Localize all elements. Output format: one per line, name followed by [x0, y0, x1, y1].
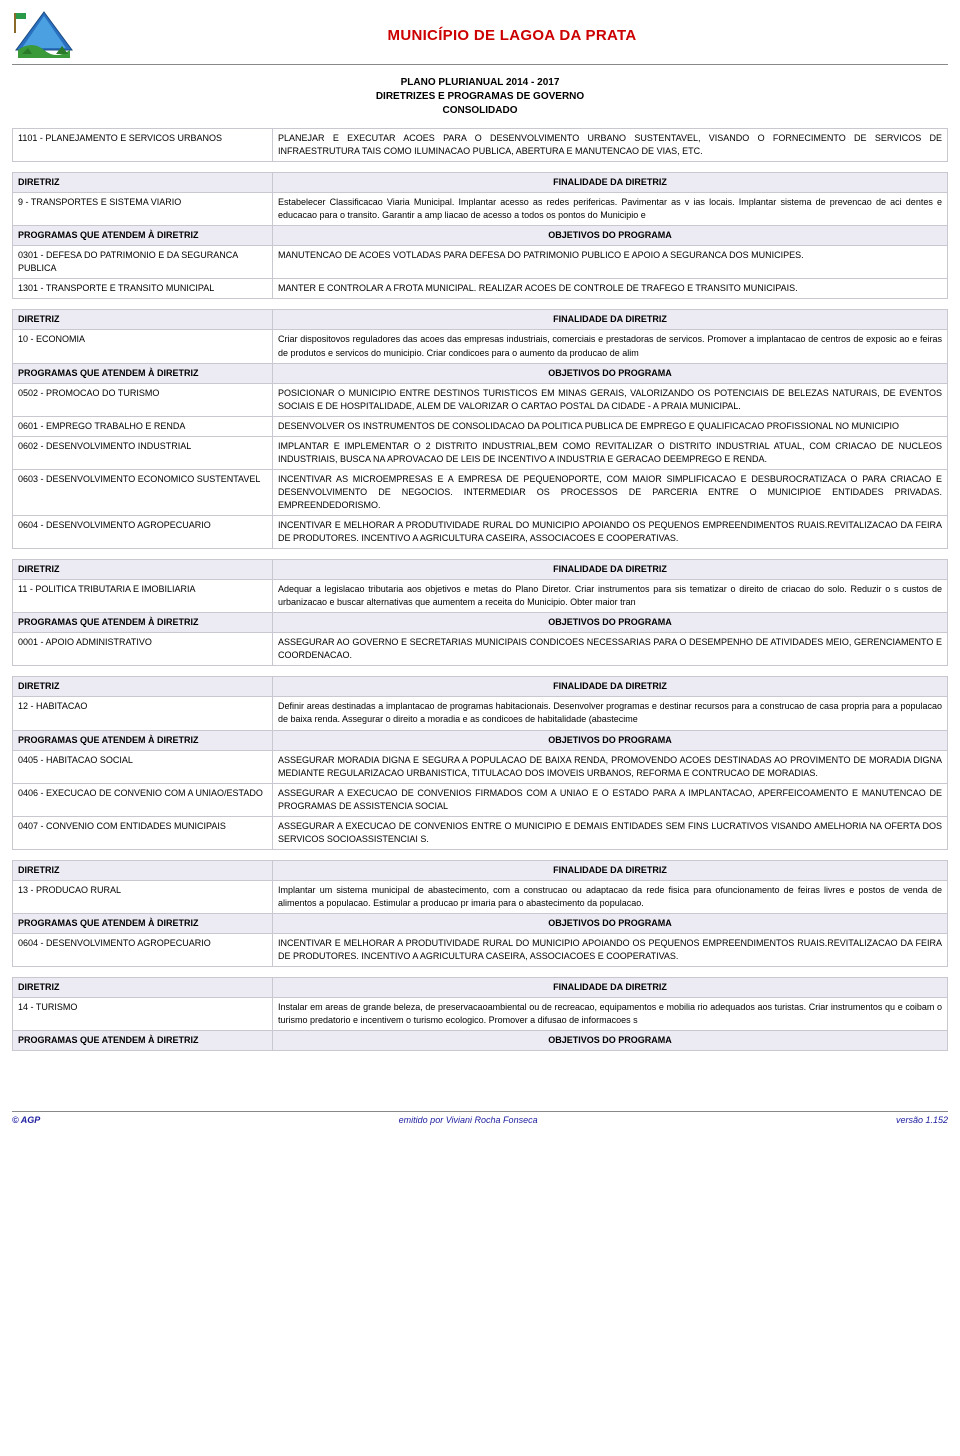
diretriz-13-block: DIRETRIZ FINALIDADE DA DIRETRIZ 13 - PRO…	[12, 860, 948, 967]
program-0602-desc: IMPLANTAR E IMPLEMENTAR O 2 DISTRITO IND…	[273, 436, 948, 469]
programas-header: PROGRAMAS QUE ATENDEM À DIRETRIZ	[13, 913, 273, 933]
footer-version: versão 1.152	[896, 1115, 948, 1125]
diretriz-9-block: DIRETRIZ FINALIDADE DA DIRETRIZ 9 - TRAN…	[12, 172, 948, 299]
finalidade-header: FINALIDADE DA DIRETRIZ	[273, 173, 948, 193]
diretriz-10-title: 10 - ECONOMIA	[13, 330, 273, 363]
program-0407-desc: ASSEGURAR A EXECUCAO DE CONVENIOS ENTRE …	[273, 816, 948, 849]
municipal-crest-icon	[12, 10, 76, 60]
footer-copyright: © AGP	[12, 1115, 40, 1125]
program-0601-desc: DESENVOLVER OS INSTRUMENTOS DE CONSOLIDA…	[273, 416, 948, 436]
diretriz-header: DIRETRIZ	[13, 978, 273, 998]
doc-type: DIRETRIZES E PROGRAMAS DE GOVERNO	[12, 91, 948, 102]
diretriz-header: DIRETRIZ	[13, 173, 273, 193]
program-0604-desc: INCENTIVAR E MELHORAR A PRODUTIVIDADE RU…	[273, 515, 948, 548]
program-1301-desc: MANTER E CONTROLAR A FROTA MUNICIPAL. RE…	[273, 279, 948, 299]
program-code-1101: 1101 - PLANEJAMENTO E SERVICOS URBANOS	[13, 129, 273, 162]
diretriz-9-title: 9 - TRANSPORTES E SISTEMA VIARIO	[13, 193, 273, 226]
diretriz-12-block: DIRETRIZ FINALIDADE DA DIRETRIZ 12 - HAB…	[12, 676, 948, 849]
programas-header: PROGRAMAS QUE ATENDEM À DIRETRIZ	[13, 226, 273, 246]
program-0406: 0406 - EXECUCAO DE CONVENIO COM A UNIAO/…	[13, 783, 273, 816]
program-0603-desc: INCENTIVAR AS MICROEMPRESAS E A EMPRESA …	[273, 469, 948, 515]
finalidade-header: FINALIDADE DA DIRETRIZ	[273, 560, 948, 580]
program-0301-desc: MANUTENCAO DE ACOES VOTLADAS PARA DEFESA…	[273, 246, 948, 279]
diretriz-header: DIRETRIZ	[13, 560, 273, 580]
program-0603: 0603 - DESENVOLVIMENTO ECONOMICO SUSTENT…	[13, 469, 273, 515]
diretriz-header: DIRETRIZ	[13, 860, 273, 880]
row-1101: 1101 - PLANEJAMENTO E SERVICOS URBANOS P…	[12, 128, 948, 162]
footer-emitter: emitido por Viviani Rocha Fonseca	[399, 1115, 538, 1125]
program-0405: 0405 - HABITACAO SOCIAL	[13, 750, 273, 783]
objetivos-header: OBJETIVOS DO PROGRAMA	[273, 913, 948, 933]
document-subhead: PLANO PLURIANUAL 2014 - 2017 DIRETRIZES …	[12, 77, 948, 116]
diretriz-11-finalidade: Adequar a legislacao tributaria aos obje…	[273, 580, 948, 613]
diretriz-10-finalidade: Criar dispositovos reguladores das acoes…	[273, 330, 948, 363]
diretriz-header: DIRETRIZ	[13, 310, 273, 330]
program-0502: 0502 - PROMOCAO DO TURISMO	[13, 383, 273, 416]
page-footer: © AGP emitido por Viviani Rocha Fonseca …	[12, 1111, 948, 1131]
objetivos-header: OBJETIVOS DO PROGRAMA	[273, 613, 948, 633]
diretriz-12-title: 12 - HABITACAO	[13, 697, 273, 730]
programas-header: PROGRAMAS QUE ATENDEM À DIRETRIZ	[13, 363, 273, 383]
objetivos-header: OBJETIVOS DO PROGRAMA	[273, 226, 948, 246]
page-header: MUNICÍPIO DE LAGOA DA PRATA	[12, 10, 948, 65]
program-1301: 1301 - TRANSPORTE E TRANSITO MUNICIPAL	[13, 279, 273, 299]
finalidade-header: FINALIDADE DA DIRETRIZ	[273, 310, 948, 330]
finalidade-header: FINALIDADE DA DIRETRIZ	[273, 677, 948, 697]
program-0502-desc: POSICIONAR O MUNICIPIO ENTRE DESTINOS TU…	[273, 383, 948, 416]
diretriz-header: DIRETRIZ	[13, 677, 273, 697]
diretriz-14-title: 14 - TURISMO	[13, 998, 273, 1031]
diretriz-13-finalidade: Implantar um sistema municipal de abaste…	[273, 880, 948, 913]
municipality-title: MUNICÍPIO DE LAGOA DA PRATA	[76, 27, 948, 44]
program-0407: 0407 - CONVENIO COM ENTIDADES MUNICIPAIS	[13, 816, 273, 849]
diretriz-11-block: DIRETRIZ FINALIDADE DA DIRETRIZ 11 - POL…	[12, 559, 948, 666]
program-0602: 0602 - DESENVOLVIMENTO INDUSTRIAL	[13, 436, 273, 469]
program-0301: 0301 - DEFESA DO PATRIMONIO E DA SEGURAN…	[13, 246, 273, 279]
program-0001: 0001 - APOIO ADMINISTRATIVO	[13, 633, 273, 666]
program-0604-b: 0604 - DESENVOLVIMENTO AGROPECUARIO	[13, 934, 273, 967]
program-0604-b-desc: INCENTIVAR E MELHORAR A PRODUTIVIDADE RU…	[273, 934, 948, 967]
finalidade-header: FINALIDADE DA DIRETRIZ	[273, 860, 948, 880]
diretriz-14-block: DIRETRIZ FINALIDADE DA DIRETRIZ 14 - TUR…	[12, 977, 948, 1051]
diretriz-13-title: 13 - PRODUCAO RURAL	[13, 880, 273, 913]
plan-period: PLANO PLURIANUAL 2014 - 2017	[12, 77, 948, 88]
objetivos-header: OBJETIVOS DO PROGRAMA	[273, 1031, 948, 1051]
programas-header: PROGRAMAS QUE ATENDEM À DIRETRIZ	[13, 1031, 273, 1051]
diretriz-14-finalidade: Instalar em areas de grande beleza, de p…	[273, 998, 948, 1031]
program-0406-desc: ASSEGURAR A EXECUCAO DE CONVENIOS FIRMAD…	[273, 783, 948, 816]
consolidated-label: CONSOLIDADO	[12, 105, 948, 116]
objetivos-header: OBJETIVOS DO PROGRAMA	[273, 730, 948, 750]
program-0601: 0601 - EMPREGO TRABALHO E RENDA	[13, 416, 273, 436]
program-0604: 0604 - DESENVOLVIMENTO AGROPECUARIO	[13, 515, 273, 548]
programas-header: PROGRAMAS QUE ATENDEM À DIRETRIZ	[13, 730, 273, 750]
diretriz-10-block: DIRETRIZ FINALIDADE DA DIRETRIZ 10 - ECO…	[12, 309, 948, 549]
program-0001-desc: ASSEGURAR AO GOVERNO E SECRETARIAS MUNIC…	[273, 633, 948, 666]
finalidade-header: FINALIDADE DA DIRETRIZ	[273, 978, 948, 998]
diretriz-9-finalidade: Estabelecer Classificacao Viaria Municip…	[273, 193, 948, 226]
diretriz-11-title: 11 - POLITICA TRIBUTARIA E IMOBILIARIA	[13, 580, 273, 613]
program-0405-desc: ASSEGURAR MORADIA DIGNA E SEGURA A POPUL…	[273, 750, 948, 783]
diretriz-12-finalidade: Definir areas destinadas a implantacao d…	[273, 697, 948, 730]
program-desc-1101: PLANEJAR E EXECUTAR ACOES PARA O DESENVO…	[273, 129, 948, 162]
programas-header: PROGRAMAS QUE ATENDEM À DIRETRIZ	[13, 613, 273, 633]
objetivos-header: OBJETIVOS DO PROGRAMA	[273, 363, 948, 383]
